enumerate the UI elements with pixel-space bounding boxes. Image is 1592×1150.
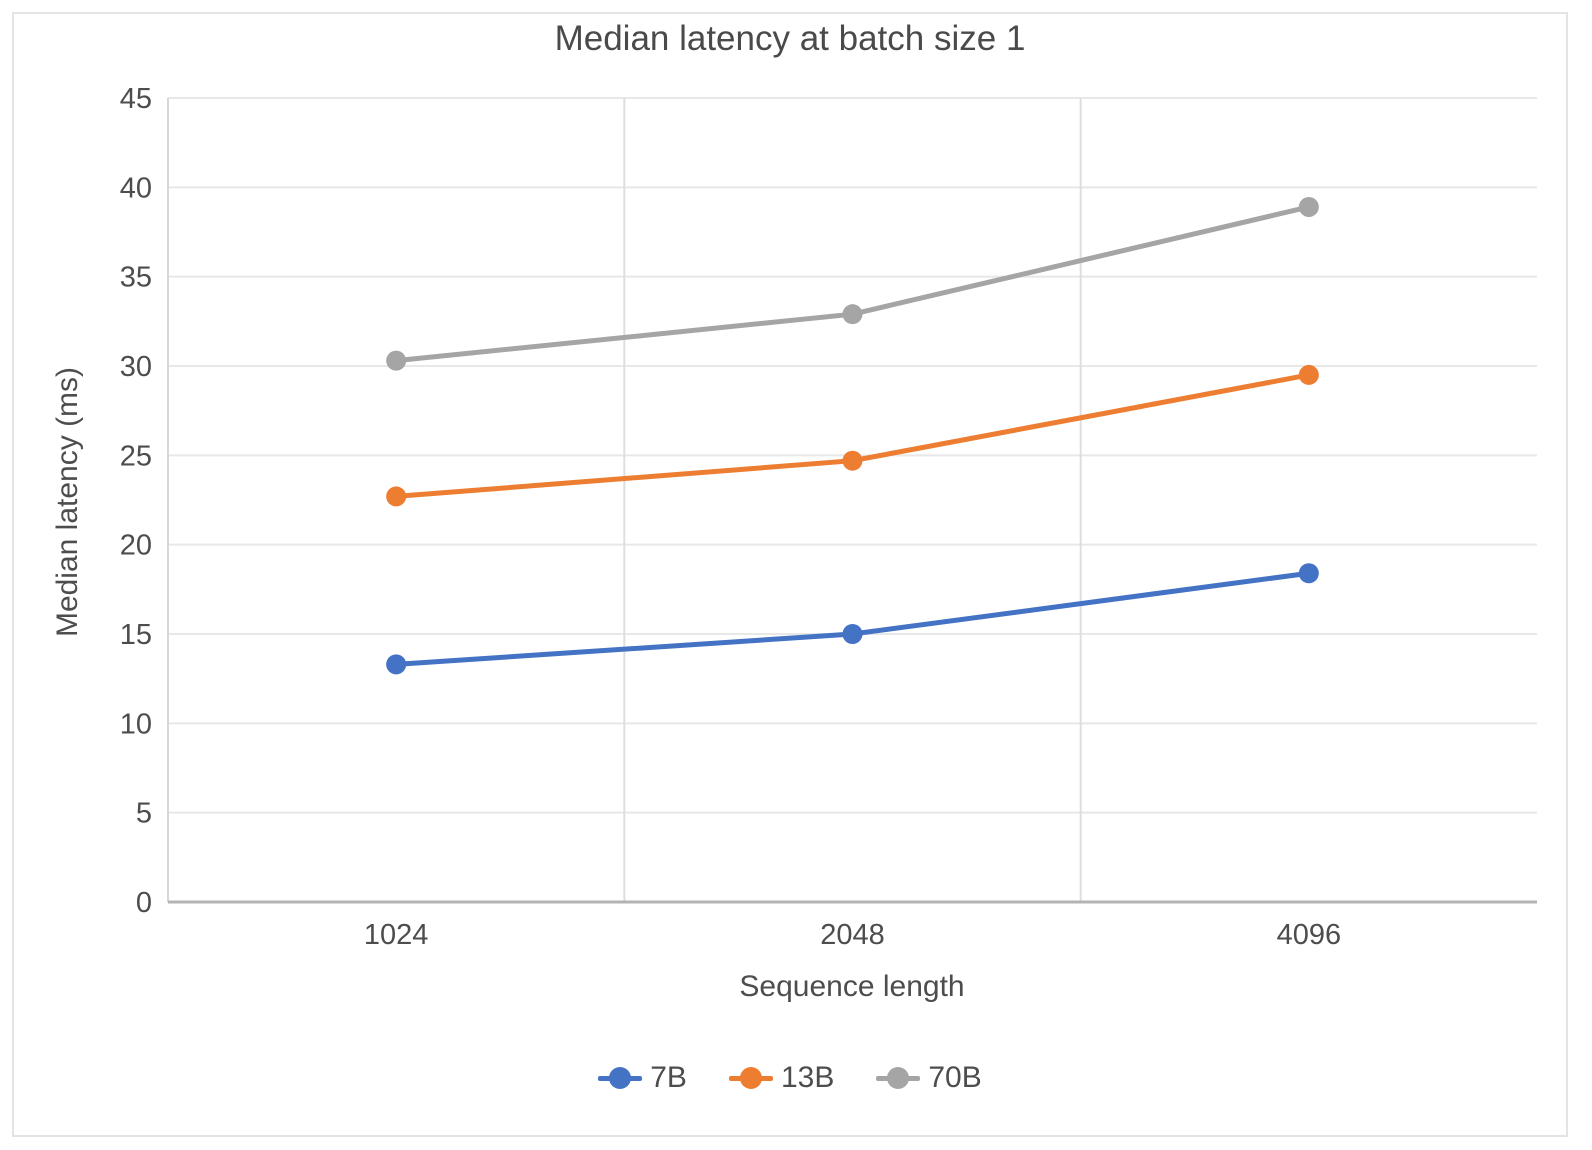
y-tick-label: 0 — [136, 887, 152, 919]
data-point-70b — [1298, 196, 1319, 217]
y-tick-label: 25 — [120, 440, 152, 472]
legend-item-7b[interactable]: 7B — [598, 1061, 687, 1095]
y-tick-label: 20 — [120, 530, 152, 562]
plot-area: 0 5 10 15 20 25 30 35 40 45 1024 2048 4096 — [120, 83, 1537, 951]
legend: 7B 13B 70B — [14, 1056, 1566, 1100]
data-point-13b — [842, 450, 863, 471]
legend-marker-icon — [876, 1066, 921, 1090]
data-point-13b — [1298, 364, 1319, 385]
legend-label: 70B — [928, 1061, 982, 1094]
y-tick-label: 40 — [120, 172, 152, 204]
y-tick-label: 10 — [120, 708, 152, 740]
data-point-70b — [842, 304, 863, 325]
legend-item-13b[interactable]: 13B — [728, 1061, 835, 1095]
x-tick-label: 4096 — [1277, 919, 1342, 951]
legend-dot — [887, 1067, 910, 1089]
series-line-7b — [393, 570, 1312, 667]
y-tick-label: 35 — [120, 262, 152, 294]
series-line-13b — [393, 372, 1312, 499]
data-point-7b — [1298, 563, 1319, 584]
x-axis-title: Sequence length — [739, 970, 965, 1003]
chart-title: Median latency at batch size 1 — [554, 19, 1026, 58]
y-tick-label: 45 — [120, 83, 152, 115]
x-tick-label: 1024 — [364, 919, 429, 951]
legend-label: 7B — [650, 1061, 687, 1094]
legend-marker-icon — [728, 1066, 773, 1090]
y-tick-label: 5 — [136, 798, 152, 830]
series-line-70b — [393, 204, 1312, 364]
legend-marker-icon — [598, 1066, 643, 1090]
data-point-7b — [842, 624, 863, 644]
legend-dot — [739, 1067, 762, 1089]
y-tick-label: 15 — [120, 619, 152, 651]
legend-item-70b[interactable]: 70B — [876, 1061, 982, 1095]
legend-dot — [609, 1067, 632, 1089]
y-tick-label: 30 — [120, 351, 152, 383]
legend-label: 13B — [780, 1061, 835, 1094]
data-point-70b — [386, 350, 407, 371]
data-point-13b — [386, 486, 407, 507]
x-tick-label: 2048 — [820, 919, 885, 951]
data-point-7b — [386, 654, 407, 675]
chart-card: Median latency at batch size 1 Median la… — [12, 12, 1568, 1137]
